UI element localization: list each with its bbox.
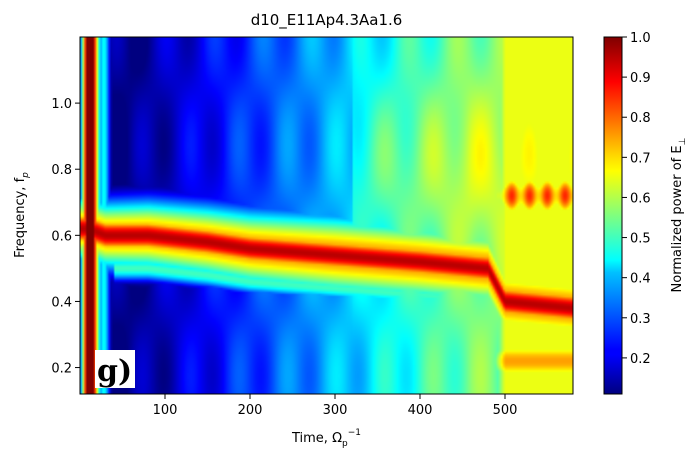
panel-label-box: g) (95, 350, 135, 389)
heatmap-area (80, 37, 573, 394)
colorbar-title: Normalized power of E⊥ (670, 137, 688, 292)
panel-label: g) (97, 354, 132, 389)
heatmap-image (80, 37, 573, 394)
x-axis-title: Time, Ωp−1 (291, 428, 361, 449)
colorbar-tick-label: 0.5 (630, 232, 651, 247)
x-axis-title-sub: p (342, 439, 348, 449)
chart-title: d10_E11Ap4.3Aa1.6 (251, 11, 403, 30)
x-axis: 100 200 300 400 500 (153, 394, 518, 418)
y-tick-label: 1.0 (51, 97, 72, 112)
y-axis: 0.2 0.4 0.6 0.8 1.0 (51, 97, 80, 377)
x-tick-label: 300 (323, 403, 348, 418)
colorbar-title-sub: ⊥ (678, 137, 688, 145)
y-tick-label: 0.6 (51, 229, 72, 244)
colorbar-tick-label: 0.8 (630, 111, 651, 126)
colorbar-tick-label: 0.7 (630, 151, 651, 166)
x-tick-label: 500 (493, 403, 518, 418)
colorbar: 0.2 0.3 0.4 0.5 0.6 0.7 0.8 0.9 1.0 Normalized p… (603, 31, 688, 395)
x-axis-title-main: Time, Ω (291, 431, 342, 446)
colorbar-tick-label: 1.0 (630, 31, 651, 46)
x-tick-label: 100 (153, 403, 178, 418)
colorbar-tick-label: 0.3 (630, 312, 651, 327)
colorbar-bar (603, 36, 623, 395)
x-tick-label: 200 (238, 403, 263, 418)
y-tick-label: 0.2 (51, 362, 72, 377)
x-tick-label: 400 (408, 403, 433, 418)
colorbar-tick-label: 0.6 (630, 191, 651, 206)
x-axis-title-sup: −1 (348, 428, 361, 438)
y-axis-title: Frequency, fp (13, 172, 31, 258)
colorbar-title-main: Normalized power of E (670, 145, 685, 292)
colorbar-tick-label: 0.9 (630, 71, 651, 86)
colorbar-ticks: 0.2 0.3 0.4 0.5 0.6 0.7 0.8 0.9 1.0 (622, 31, 651, 367)
y-tick-label: 0.4 (51, 295, 72, 310)
colorbar-tick-label: 0.4 (630, 272, 651, 287)
colorbar-tick-label: 0.2 (630, 352, 651, 367)
y-axis-title-main: Frequency, f (13, 177, 28, 257)
y-tick-label: 0.8 (51, 163, 72, 178)
plot-frame (79, 36, 574, 395)
y-axis-title-sub: p (21, 172, 31, 179)
